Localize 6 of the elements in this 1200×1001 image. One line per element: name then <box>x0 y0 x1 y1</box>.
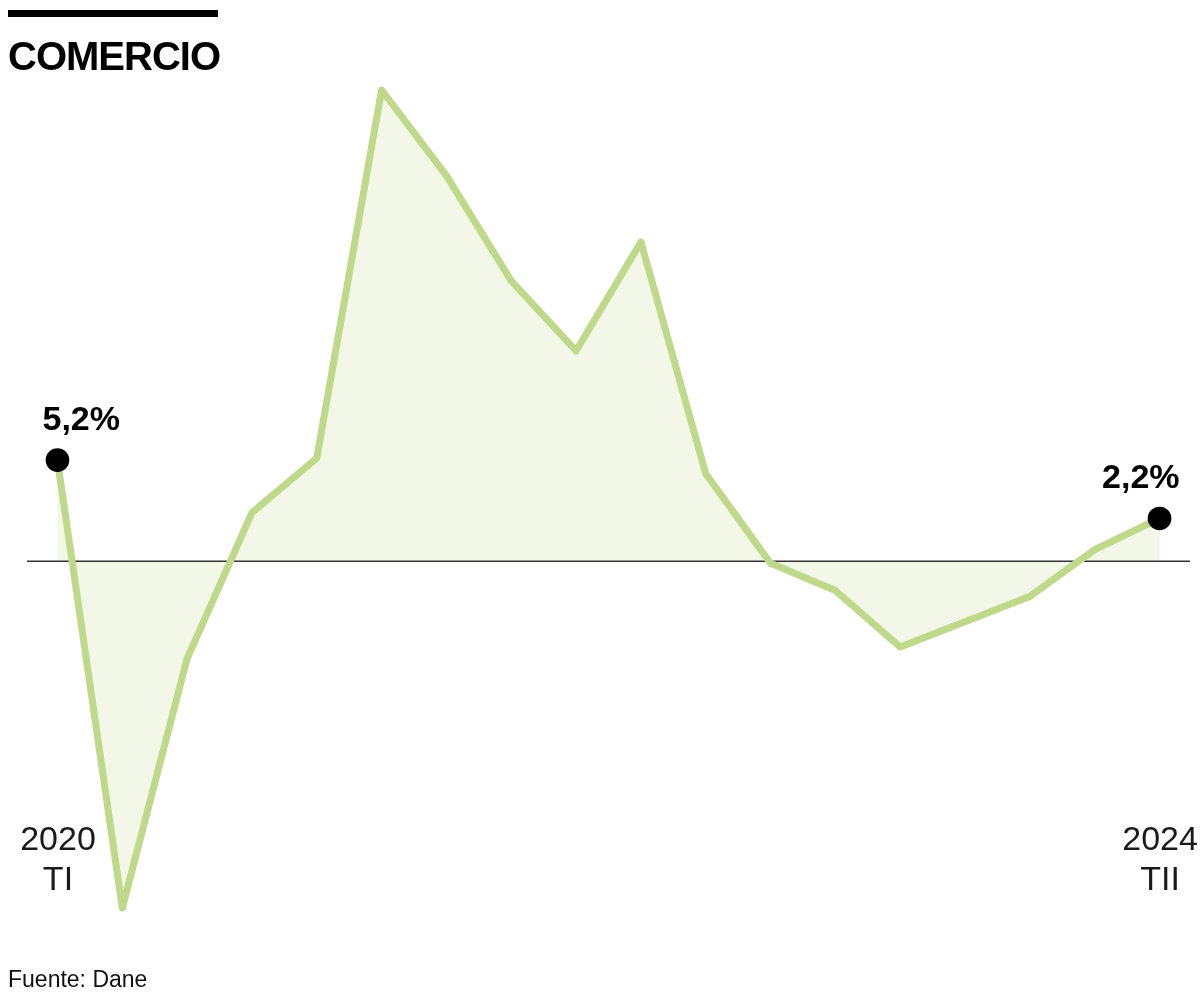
data-label: 2,2% <box>1102 457 1180 496</box>
x-tick-label: 2024 TII <box>1122 818 1198 897</box>
source-note: Fuente: Dane <box>8 966 148 993</box>
data-label: 5,2% <box>42 399 120 438</box>
x-tick-label: 2020 TI <box>20 818 96 897</box>
chart-title: COMERCIO <box>8 34 220 79</box>
